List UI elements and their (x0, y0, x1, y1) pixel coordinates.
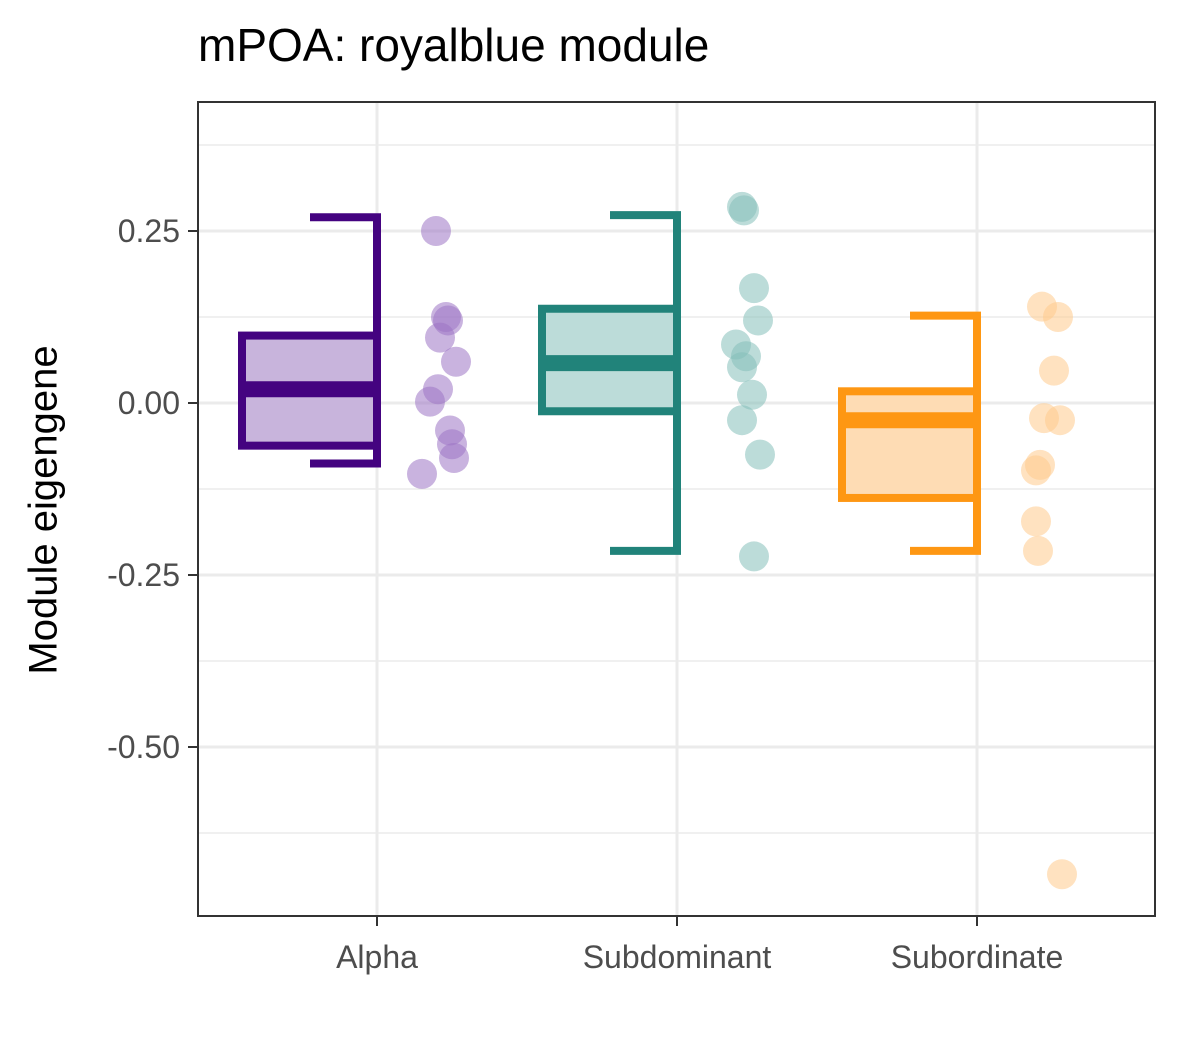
data-point (1045, 405, 1075, 436)
y-tick-label: -0.50 (107, 729, 180, 765)
y-tick-label: 0.00 (118, 385, 180, 421)
box-group-alpha (238, 213, 471, 489)
data-point (745, 439, 775, 470)
data-point (1021, 455, 1051, 486)
data-point (739, 541, 769, 572)
data-point (1021, 506, 1051, 537)
box-groups (238, 191, 1077, 890)
data-point (439, 443, 469, 474)
x-tick-label: Subdominant (583, 939, 772, 975)
data-point (1043, 302, 1073, 332)
data-point (421, 216, 451, 246)
data-point (441, 346, 471, 377)
data-point (743, 305, 773, 336)
data-point (407, 458, 437, 489)
box-rect (838, 387, 981, 502)
x-tick-label: Alpha (336, 939, 418, 975)
data-point (1047, 859, 1077, 890)
data-point (1039, 355, 1069, 386)
data-point (729, 195, 759, 226)
y-tick-label: 0.25 (118, 213, 180, 249)
y-tick-label: -0.25 (107, 557, 180, 593)
box-group-subordinate (838, 291, 1077, 890)
data-point (415, 386, 445, 417)
x-tick-label: Subordinate (891, 939, 1064, 975)
chart-title: mPOA: royalblue module (198, 19, 710, 71)
data-point (425, 322, 455, 353)
data-point (727, 405, 757, 436)
axes: 0.25 0.00 -0.25 -0.50 Alpha Subdominant Subord… (107, 213, 1063, 975)
data-point (739, 273, 769, 304)
data-point (1023, 535, 1053, 566)
box-group-subdominant (538, 191, 775, 572)
data-point (737, 379, 767, 410)
data-point (727, 352, 757, 383)
